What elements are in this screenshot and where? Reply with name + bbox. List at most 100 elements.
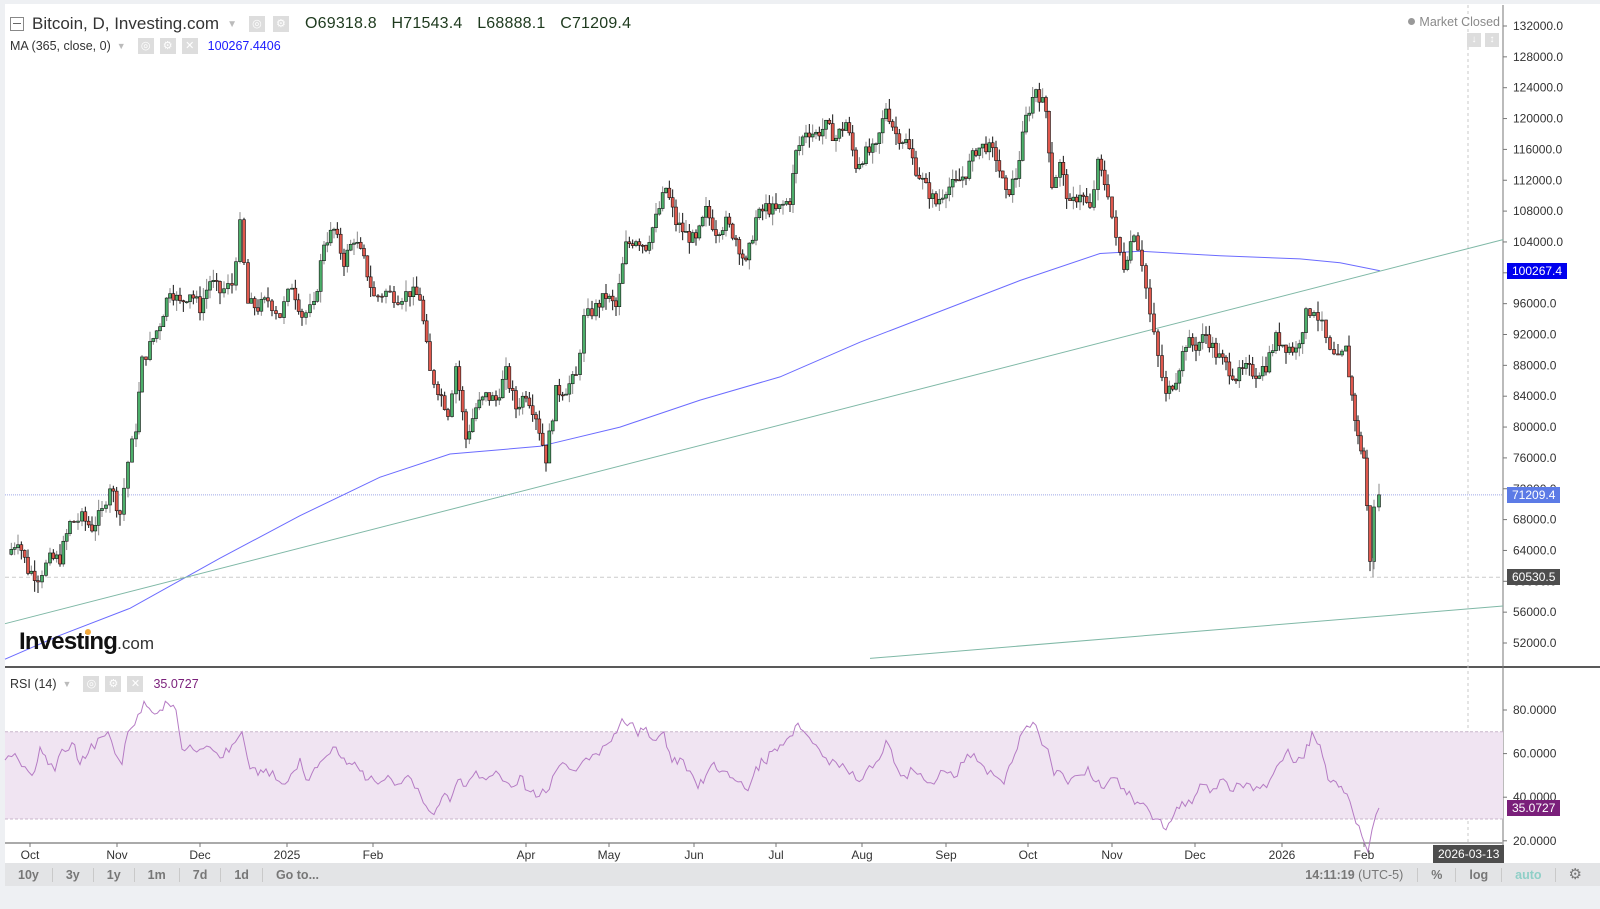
symbol-legend: Bitcoin, D, Investing.com ▼ ◎ ⚙ O69318.8… [10,14,641,34]
rsi-y-tick-label: 80.0000 [1513,703,1557,717]
status-dot-icon [1408,18,1416,25]
y-tick-label: 84000.0 [1513,389,1557,403]
y-tick-label: 112000.0 [1513,173,1562,187]
chevron-down-icon[interactable]: ▼ [62,679,72,689]
x-tick-label: Oct [1019,848,1038,862]
goto-date-button[interactable]: Go to... [275,867,319,882]
rsi-value: 35.0727 [153,677,199,691]
candles [9,82,1381,593]
x-tick-label: 2025 [274,848,301,862]
y-tick-label: 108000.0 [1513,204,1563,218]
x-tick-label: Apr [517,848,536,862]
y-tick-label: 52000.0 [1513,636,1557,650]
y-tick-label: 76000.0 [1513,451,1557,465]
top-border [0,0,1600,4]
y-tick-label: 132000.0 [1513,19,1563,33]
y-tick-label: 56000.0 [1513,605,1557,619]
settings-gear-icon[interactable]: ⚙ [1568,865,1582,883]
gear-icon[interactable]: ⚙ [105,676,122,692]
gear-icon[interactable]: ⚙ [272,16,289,32]
series-ma-365-close-0- [4,250,1381,660]
x-tick-label: Feb [1354,848,1375,862]
y-tick-label: 128000.0 [1513,50,1563,64]
scale-vertical-icon[interactable]: ↕ [1485,33,1499,47]
y-tick-label: 80000.0 [1513,420,1557,434]
close-icon[interactable]: ✕ [181,38,198,54]
auto-scale-button[interactable]: auto [1502,867,1556,882]
ma-price-tag: 100267.4 [1507,262,1568,279]
rsi-y-tick-label: 20.0000 [1513,834,1557,848]
crosshair-date-tag: 2026-03-13 [1433,845,1505,863]
scroll-down-icon[interactable]: ↓ [1467,33,1481,47]
low-price-tag: 60530.5 [1507,569,1561,586]
x-tick-label: Aug [851,848,872,862]
rsi-y-tick-label: 60.0000 [1513,747,1557,761]
eye-icon[interactable]: ◎ [137,38,154,54]
x-tick-label: Sep [935,848,957,862]
collapse-legend-icon[interactable] [10,17,24,31]
open-value: O69318.8 [304,15,377,32]
y-tick-label: 88000.0 [1513,358,1557,372]
x-tick-label: May [598,848,621,862]
bottom-toolbar: 10y 3y 1y 1m 7d 1d Go to... 14:11:19 (UT… [5,863,1600,886]
x-tick-label: Dec [189,848,210,862]
left-border [0,0,5,909]
close-icon[interactable]: ✕ [127,676,144,692]
high-value: H71543.4 [391,15,463,32]
rsi-band [5,731,1503,819]
range-1d-button[interactable]: 1d [221,867,263,882]
y-tick-label: 92000.0 [1513,328,1557,342]
rsi-legend: RSI (14) ▼ ◎ ⚙ ✕ 35.0727 [10,676,199,692]
ma-label: MA (365, close, 0) [10,39,111,53]
scale-buttons: ↓ ↕ [1467,33,1499,47]
rsi-label: RSI (14) [10,677,57,691]
y-tick-label: 104000.0 [1513,235,1563,249]
range-3y-button[interactable]: 3y [53,867,94,882]
rsi-value-tag: 35.0727 [1507,799,1561,816]
range-10y-button[interactable]: 10y [5,867,53,882]
series-trendline-lower [869,605,1504,659]
gear-icon[interactable]: ⚙ [159,38,176,54]
log-scale-button[interactable]: log [1456,867,1503,882]
range-1y-button[interactable]: 1y [94,867,135,882]
x-tick-label: Feb [363,848,384,862]
market-status: Market Closed [1408,15,1500,29]
y-tick-label: 124000.0 [1513,81,1563,95]
x-tick-label: Nov [1101,848,1122,862]
x-tick-label: Dec [1184,848,1205,862]
series-trendline-upper [4,239,1504,625]
symbol-title: Bitcoin, D, Investing.com [32,14,220,33]
x-tick-label: Oct [21,848,40,862]
x-tick-label: Nov [106,848,127,862]
range-7d-button[interactable]: 7d [180,867,222,882]
rsi-line [4,699,1380,854]
percent-scale-button[interactable]: % [1418,867,1457,882]
close-value: C71209.4 [560,15,632,32]
y-tick-label: 120000.0 [1513,112,1563,126]
x-tick-label: Jul [768,848,783,862]
low-value: L68888.1 [477,15,546,32]
market-status-text: Market Closed [1419,15,1500,29]
range-1m-button[interactable]: 1m [135,867,180,882]
x-tick-label: 2026 [1269,848,1296,862]
last-price-tag: 71209.4 [1507,486,1561,503]
chevron-down-icon[interactable]: ▼ [227,18,237,30]
eye-icon[interactable]: ◎ [248,16,265,32]
bottom-toolbar-right: 14:11:19 (UTC-5) % log auto ⚙ [1291,865,1600,883]
y-tick-label: 116000.0 [1513,142,1562,156]
clock: 14:11:19 (UTC-5) [1291,867,1419,882]
bottom-fill [0,886,1600,909]
ma-legend: MA (365, close, 0) ▼ ◎ ⚙ ✕ 100267.4406 [10,38,281,54]
logo-dot [85,629,91,635]
y-tick-label: 68000.0 [1513,513,1557,527]
investing-logo: Investing.com [19,628,154,655]
x-tick-label: Jun [684,848,703,862]
eye-icon[interactable]: ◎ [83,676,100,692]
y-tick-label: 96000.0 [1513,297,1557,311]
ma-value: 100267.4406 [207,39,281,53]
ohlc-values: O69318.8 H71543.4 L68888.1 C71209.4 [305,15,641,33]
chevron-down-icon[interactable]: ▼ [116,41,126,51]
y-tick-label: 64000.0 [1513,543,1557,557]
